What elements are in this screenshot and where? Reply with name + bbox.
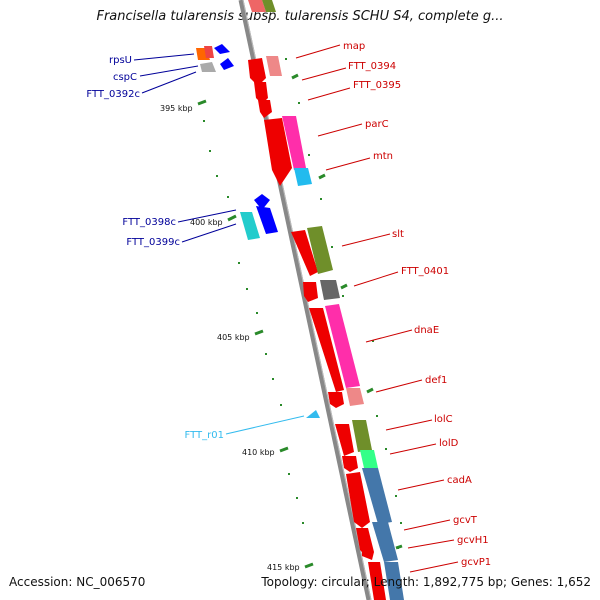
gene-rpsU-stripe	[204, 46, 214, 58]
gene-label-dnaE: dnaE	[414, 325, 439, 336]
gene-lolD	[342, 456, 358, 472]
tick-label-410: 410 kbp	[242, 448, 275, 457]
gene-label-FTT_0399c: FTT_0399c	[126, 237, 180, 248]
gene-dnaE	[309, 308, 344, 392]
gene-label-slt: slt	[392, 229, 404, 240]
gene-label-parC: parC	[365, 119, 389, 130]
forward-strand-features	[248, 0, 404, 600]
gene-gcvP1-steel	[384, 562, 404, 600]
gene-parC	[264, 118, 292, 186]
label-leaders	[133, 44, 459, 573]
gene-label-gcvH1: gcvH1	[457, 535, 489, 546]
gene-FTT_0399c	[256, 206, 278, 234]
gene-label-FTT_0392c: FTT_0392c	[86, 89, 140, 100]
gene-label-lolD: lolD	[439, 438, 459, 449]
gene-label-cspC: cspC	[113, 72, 137, 83]
gene-FTT_0398c	[240, 212, 260, 240]
gene-label-FTT_0395: FTT_0395	[353, 80, 401, 91]
gene-slt-olive	[307, 226, 333, 274]
reverse-strand-features	[196, 44, 320, 418]
gene-cspC-arrow	[220, 58, 234, 70]
gene-def1	[328, 392, 344, 408]
gene-label-mtn: mtn	[373, 151, 393, 162]
gene-gcvP1	[368, 562, 386, 600]
tick-label-415: 415 kbp	[267, 563, 300, 572]
gene-rpsU-arrow	[214, 44, 230, 54]
gene-label-gcvT: gcvT	[453, 515, 478, 526]
gene-FTT_0401	[320, 280, 340, 300]
gene-lolC	[335, 424, 354, 456]
gene-label-map: map	[343, 41, 365, 52]
gene-label-lolC: lolC	[434, 414, 453, 425]
rna-FTT_r01	[306, 410, 320, 418]
gene-cspC	[200, 62, 216, 72]
gene-label-FTT_0401: FTT_0401	[401, 266, 449, 277]
gene-FTT_0395b	[258, 100, 272, 118]
tick-mark-395	[197, 99, 207, 106]
tick-marks	[197, 73, 403, 569]
tick-label-400: 400 kbp	[190, 218, 223, 227]
tick-mark-405	[254, 329, 264, 336]
guide-dots	[203, 58, 402, 549]
gene-map	[248, 58, 266, 86]
gene-gcvH1	[362, 550, 374, 560]
gene-label-FTT_0398c: FTT_0398c	[122, 217, 176, 228]
tick-mark-415	[304, 562, 314, 569]
gene-dnaE-pink	[325, 304, 360, 388]
genome-summary: Topology: circular; Length: 1,892,775 bp…	[261, 575, 591, 589]
map-title: Francisella tularensis subsp. tularensis…	[96, 9, 504, 24]
gene-slt	[291, 230, 318, 276]
tick-label-405: 405 kbp	[217, 333, 250, 342]
gene-FTT_0401-red	[303, 282, 318, 302]
gene-block-top-red	[248, 0, 266, 12]
gene-label-gcvP1: gcvP1	[461, 557, 491, 568]
gene-label-cadA: cadA	[447, 475, 472, 486]
gene-cadA-steel	[362, 468, 392, 524]
gene-cadA	[346, 472, 370, 528]
rna-label-FTT_r01: FTT_r01	[185, 430, 224, 441]
gene-def1-pink	[346, 388, 364, 406]
gene-FTT_0399c-head	[254, 194, 270, 210]
gene-mtn	[294, 168, 312, 186]
gene-mtn-pink	[282, 116, 306, 170]
gene-lolC-olive	[352, 420, 372, 452]
gene-label-FTT_0394: FTT_0394	[348, 61, 396, 72]
gene-block-top-olive	[262, 0, 276, 12]
accession-label: Accession: NC_006570	[9, 575, 146, 589]
gene-FTT_0395	[254, 82, 268, 104]
gene-gcvT-steel	[372, 522, 398, 562]
gene-label-rpsU: rpsU	[109, 55, 132, 66]
gene-gcvT	[356, 528, 374, 556]
gene-lolD-green	[360, 450, 378, 468]
tick-mark-400	[227, 214, 237, 222]
tick-label-395: 395 kbp	[160, 104, 193, 113]
gene-FTT_0394	[266, 56, 282, 76]
tick-mark-410	[279, 446, 289, 453]
gene-label-def1: def1	[425, 375, 447, 386]
